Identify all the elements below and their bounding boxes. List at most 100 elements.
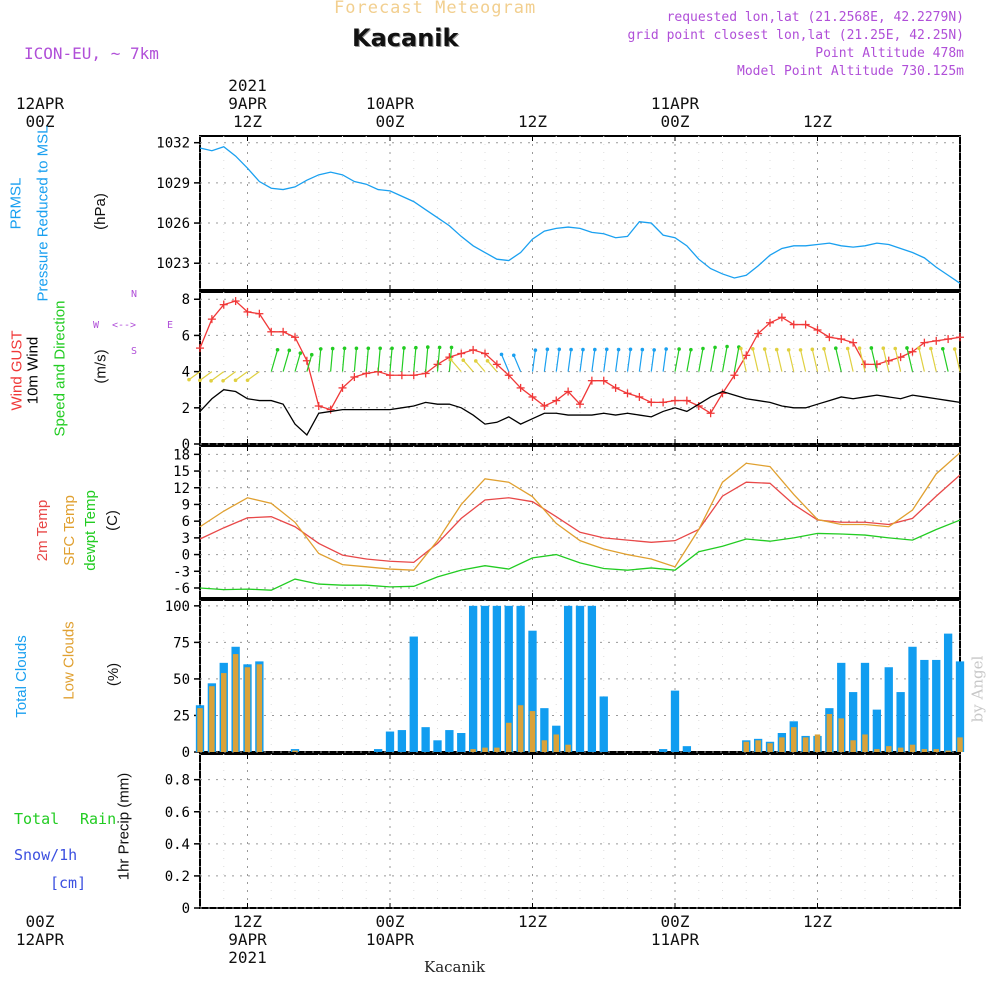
total-cloud-bar	[397, 730, 407, 752]
wind-direction-arrow	[353, 348, 358, 372]
y-tick-label: 50	[173, 672, 190, 688]
total-cloud-bar	[658, 749, 668, 752]
time-label: 00Z	[375, 912, 405, 931]
total-cloud-bar	[955, 661, 965, 752]
low-cloud-bar	[209, 686, 215, 752]
wind-arrow-head	[664, 347, 668, 351]
total-cloud-bar	[385, 731, 395, 752]
low-cloud-bar	[292, 750, 298, 752]
total-cloud-bar	[373, 749, 383, 752]
total-cloud-bar	[540, 708, 549, 752]
wind-direction-arrow	[638, 349, 643, 372]
low-cloud-bar	[743, 741, 749, 752]
wind-arrow-head	[786, 348, 791, 352]
total-cloud-bar	[587, 605, 597, 752]
wind-arrow-head	[701, 346, 705, 351]
compass-s: S	[131, 346, 138, 357]
wind-arrow-head	[917, 346, 921, 351]
total-cloud-bar	[896, 692, 905, 752]
model-altitude: Model Point Altitude 730.125m	[737, 64, 964, 79]
wind-arrow-head	[869, 346, 874, 350]
total-cloud-bar	[943, 633, 953, 752]
wind-direction-arrow	[377, 348, 381, 372]
low-cloud-bar	[767, 743, 773, 752]
total-cloud-bar	[480, 605, 490, 752]
wind-arrow-head	[354, 346, 359, 351]
low-cloud-bar	[850, 740, 856, 752]
time-label: 00Z	[660, 112, 690, 131]
total-cloud-bar	[504, 605, 513, 752]
wind-arrow-head	[485, 359, 490, 363]
low-cloud-bar	[565, 744, 571, 752]
wind-direction-arrow	[626, 349, 632, 372]
footer-station: Kacanik	[424, 958, 486, 976]
wind-direction-arrow	[799, 349, 807, 372]
low-cloud-bar	[826, 714, 833, 752]
y-tick-label: -3	[173, 564, 190, 580]
low-cloud-bar	[541, 740, 548, 752]
series-line-2m-temp	[199, 474, 961, 564]
low-cloud-bar	[506, 722, 512, 752]
wind-arrow-head	[833, 346, 838, 351]
wind-arrow-head	[390, 346, 394, 351]
wind-direction-arrow	[413, 347, 417, 372]
wind-direction-arrow	[954, 348, 961, 372]
time-label: 12Z	[803, 912, 832, 931]
time-label: 2021	[228, 76, 267, 95]
y-tick-label: 0	[182, 901, 190, 917]
time-label: 11APR	[650, 930, 700, 949]
time-label: 9APR	[228, 930, 267, 949]
y-tick-label: 25	[173, 708, 190, 724]
wind-arrow-head	[414, 345, 418, 350]
wind-direction-arrow	[710, 347, 716, 372]
low-cloud-bar	[897, 747, 904, 752]
low-cloud-bar	[197, 708, 203, 752]
total-cloud-bar	[516, 605, 525, 752]
wind-arrow-head	[309, 352, 314, 357]
time-label: 10APR	[365, 930, 415, 949]
compass-arrow-glyph: <-->	[112, 320, 137, 331]
wind-direction-arrow	[615, 349, 620, 372]
wind-direction-arrow	[389, 348, 393, 372]
low-cloud-bar	[517, 705, 524, 752]
wind-arrow-head	[461, 358, 466, 363]
wind-direction-arrow	[698, 348, 704, 372]
wind-arrow-head	[798, 348, 803, 352]
wind-direction-arrow	[579, 349, 584, 372]
wind-arrow-head	[298, 351, 303, 355]
wind-direction-arrow	[764, 348, 771, 372]
time-label: 00Z	[25, 912, 55, 931]
cm-label: [cm]	[50, 874, 87, 892]
total-cloud-bar	[433, 740, 442, 752]
wind-arrow-head	[287, 348, 292, 353]
time-label: 12Z	[233, 112, 262, 131]
wind-direction-arrow	[531, 350, 536, 372]
wind-direction-arrow	[199, 371, 213, 381]
wind-direction-arrow	[210, 371, 225, 382]
time-label: 9APR	[228, 94, 267, 113]
wind-direction-arrow	[513, 355, 522, 372]
wind-arrow-head	[822, 346, 826, 351]
low-cloud-bar	[482, 747, 488, 752]
compass-e: E	[167, 320, 174, 331]
low-cloud-bar	[232, 654, 239, 752]
wind-arrow-head	[473, 359, 478, 363]
time-label: 00Z	[375, 112, 405, 131]
wind-direction-arrow	[733, 346, 740, 372]
y-tick-label: 6	[182, 328, 190, 344]
wind-arrow-head	[652, 348, 656, 352]
wind-arrow-head	[569, 347, 573, 352]
wind-arrow-head	[640, 347, 645, 352]
total-cloud-bar	[528, 630, 537, 752]
total-cloud-bar	[848, 692, 858, 752]
low-cloud-bar	[945, 750, 951, 752]
compass-n: N	[131, 289, 138, 300]
wind-arrow-head	[557, 347, 562, 352]
y-tick-label: 2	[182, 401, 190, 417]
snow-label: Snow/1h	[14, 846, 78, 864]
compass-w: W	[93, 320, 100, 331]
wind-arrow-head	[739, 346, 743, 351]
wind-arrow-head	[604, 347, 609, 352]
wind-arrow-head	[366, 346, 371, 351]
wind-arrow-head	[628, 347, 633, 352]
